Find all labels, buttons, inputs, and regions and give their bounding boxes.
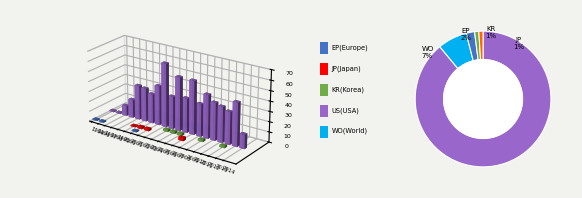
Text: JP
1%: JP 1% <box>513 37 524 50</box>
Circle shape <box>443 60 523 138</box>
Text: WO
7%: WO 7% <box>421 46 434 59</box>
Text: KR(Korea): KR(Korea) <box>332 86 365 93</box>
FancyBboxPatch shape <box>320 42 328 54</box>
Text: US
89%: US 89% <box>473 110 493 129</box>
FancyBboxPatch shape <box>320 84 328 96</box>
Wedge shape <box>479 31 483 60</box>
FancyBboxPatch shape <box>320 126 328 138</box>
Wedge shape <box>474 31 481 60</box>
FancyBboxPatch shape <box>320 105 328 117</box>
Wedge shape <box>415 31 551 167</box>
Wedge shape <box>466 32 478 61</box>
Text: KR
1%: KR 1% <box>485 26 497 39</box>
Text: WO(World): WO(World) <box>332 128 368 134</box>
Text: JP(Japan): JP(Japan) <box>332 66 361 72</box>
Wedge shape <box>440 33 473 69</box>
Text: EP
2%: EP 2% <box>460 28 471 41</box>
Text: EP(Europe): EP(Europe) <box>332 45 368 51</box>
FancyBboxPatch shape <box>320 63 328 75</box>
Text: US(USA): US(USA) <box>332 107 360 114</box>
